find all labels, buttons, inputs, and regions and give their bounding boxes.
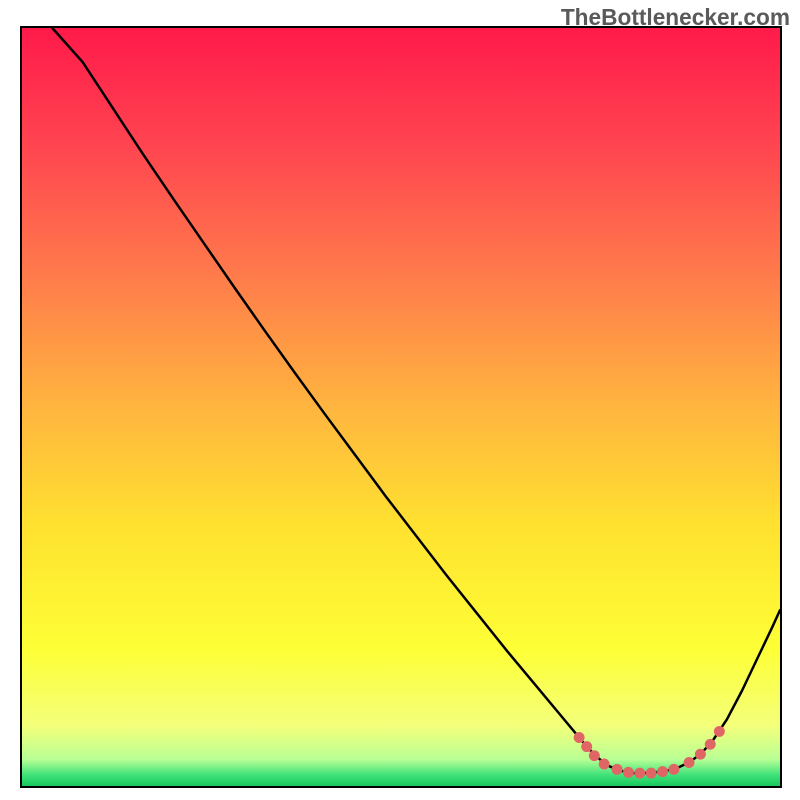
marker-point xyxy=(623,767,633,777)
plot-area xyxy=(20,26,782,788)
marker-point xyxy=(612,764,622,774)
marker-point xyxy=(599,759,609,769)
chart-container: TheBottlenecker.com xyxy=(0,0,800,800)
marker-point xyxy=(589,751,599,761)
marker-point xyxy=(658,767,668,777)
watermark-text: TheBottlenecker.com xyxy=(561,4,790,31)
marker-point xyxy=(635,768,645,778)
curve-layer xyxy=(22,28,780,786)
marker-point xyxy=(646,768,656,778)
marker-point xyxy=(695,749,705,759)
marker-point xyxy=(714,726,724,736)
marker-point xyxy=(582,742,592,752)
marker-point xyxy=(705,739,715,749)
marker-point xyxy=(669,764,679,774)
marker-point xyxy=(684,758,694,768)
marker-point xyxy=(574,733,584,743)
